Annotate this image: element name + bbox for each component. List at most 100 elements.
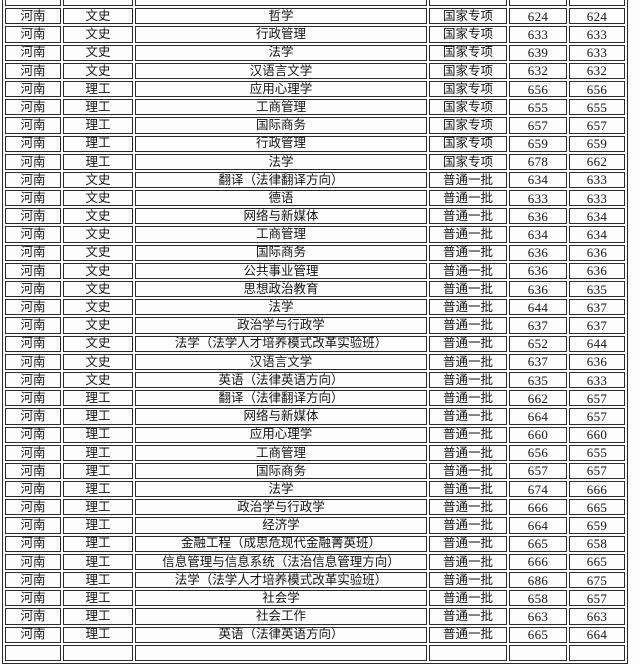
score2-cell: 633 <box>569 371 625 389</box>
province-cell: 河南 <box>5 553 61 570</box>
table-row: 河南 理工 经济学 普通一批 664 659 <box>5 517 625 534</box>
score1-cell: 633 <box>509 190 567 207</box>
score1-cell: 665 <box>509 626 567 643</box>
subject-type-cell: 文史 <box>63 171 133 189</box>
major-cell: 应用心理学 <box>135 426 427 443</box>
province-cell: 河南 <box>5 317 61 334</box>
table-row: 河南 理工 法学 国家专项 678 662 <box>5 153 625 170</box>
major-cell: 公共事业管理 <box>135 262 427 279</box>
table-row: 河南 理工 法学 普通一批 674 666 <box>5 481 625 498</box>
province-cell: 河南 <box>5 408 61 425</box>
score1-cell: 636 <box>509 208 567 225</box>
score1-cell: 656 <box>509 80 567 98</box>
province-cell: 河南 <box>5 44 61 61</box>
score2-cell <box>569 644 625 661</box>
table-row: 河南 文史 工商管理 普通一批 634 634 <box>5 226 625 243</box>
batch-cell <box>429 644 507 661</box>
subject-type-cell: 理工 <box>63 153 133 170</box>
subject-type-cell: 理工 <box>63 626 133 643</box>
score2-cell: 632 <box>569 62 625 79</box>
table-row: 河南 文史 行政管理 国家专项 633 633 <box>5 26 625 43</box>
subject-type-cell: 文史 <box>63 44 133 61</box>
table-row: 河南 理工 金融工程（成思危现代金融菁英班） 普通一批 665 658 <box>5 535 625 552</box>
major-cell: 工商管理 <box>135 99 427 116</box>
major-cell: 德语 <box>135 190 427 207</box>
score2-cell: 633 <box>569 171 625 189</box>
table-row: 河南 理工 法学（法学人才培养模式改革实验班） 普通一批 686 675 <box>5 572 625 589</box>
table-row: 河南 文史 政治学与行政学 普通一批 637 637 <box>5 317 625 334</box>
table-row: 河南 理工 政治学与行政学 普通一批 666 665 <box>5 499 625 516</box>
subject-type-cell: 文史 <box>63 371 133 389</box>
batch-cell <box>429 0 507 7</box>
major-cell: 翻译（法律翻译方向） <box>135 390 427 407</box>
subject-type-cell: 理工 <box>63 426 133 443</box>
subject-type-cell: 文史 <box>63 317 133 334</box>
major-cell: 应用心理学 <box>135 80 427 98</box>
province-cell: 河南 <box>5 517 61 534</box>
province-cell: 河南 <box>5 426 61 443</box>
table-row: 河南 理工 应用心理学 国家专项 656 656 <box>5 80 625 98</box>
score2-cell: 657 <box>569 462 625 480</box>
subject-type-cell: 理工 <box>63 517 133 534</box>
table-row: 河南 文史 汉语言文学 国家专项 632 632 <box>5 62 625 79</box>
table-row: 河南 理工 国际商务 国家专项 657 657 <box>5 117 625 134</box>
batch-cell: 普通一批 <box>429 390 507 407</box>
batch-cell: 普通一批 <box>429 226 507 243</box>
province-cell: 河南 <box>5 335 61 352</box>
score1-cell: 664 <box>509 517 567 534</box>
score2-cell: 659 <box>569 517 625 534</box>
table-row: 河南 文史 汉语言文学 普通一批 637 636 <box>5 353 625 370</box>
score2-cell: 659 <box>569 135 625 152</box>
batch-cell: 普通一批 <box>429 462 507 480</box>
batch-cell: 普通一批 <box>429 371 507 389</box>
score1-cell: 624 <box>509 8 567 25</box>
table-row: 河南 理工 行政管理 国家专项 659 659 <box>5 135 625 152</box>
province-cell: 河南 <box>5 171 61 189</box>
subject-type-cell: 理工 <box>63 535 133 552</box>
score1-cell: 636 <box>509 262 567 279</box>
score2-cell: 657 <box>569 117 625 134</box>
table-row: 河南 文史 翻译（法律翻译方向） 普通一批 634 633 <box>5 171 625 189</box>
subject-type-cell: 文史 <box>63 262 133 279</box>
score1-cell <box>509 0 567 7</box>
score2-cell: 656 <box>569 80 625 98</box>
subject-type-cell: 理工 <box>63 117 133 134</box>
major-cell: 法学 <box>135 44 427 61</box>
score2-cell: 660 <box>569 426 625 443</box>
score1-cell: 634 <box>509 171 567 189</box>
batch-cell: 普通一批 <box>429 408 507 425</box>
score1-cell: 664 <box>509 408 567 425</box>
province-cell <box>5 644 61 661</box>
score1-cell: 659 <box>509 135 567 152</box>
major-cell: 行政管理 <box>135 135 427 152</box>
batch-cell: 普通一批 <box>429 244 507 261</box>
major-cell: 英语（法律英语方向） <box>135 371 427 389</box>
major-cell: 国际商务 <box>135 244 427 261</box>
province-cell: 河南 <box>5 353 61 370</box>
batch-cell: 普通一批 <box>429 626 507 643</box>
score2-cell: 635 <box>569 281 625 298</box>
score1-cell: 660 <box>509 426 567 443</box>
table-row: 河南 文史 国际商务 普通一批 636 636 <box>5 244 625 261</box>
subject-type-cell: 理工 <box>63 408 133 425</box>
subject-type-cell <box>63 644 133 661</box>
score1-cell: 632 <box>509 62 567 79</box>
subject-type-cell: 文史 <box>63 190 133 207</box>
major-cell: 法学 <box>135 153 427 170</box>
province-cell: 河南 <box>5 190 61 207</box>
province-cell: 河南 <box>5 80 61 98</box>
score1-cell: 666 <box>509 553 567 570</box>
batch-cell: 普通一批 <box>429 171 507 189</box>
batch-cell: 国家专项 <box>429 135 507 152</box>
score2-cell: 663 <box>569 608 625 625</box>
province-cell: 河南 <box>5 535 61 552</box>
batch-cell: 普通一批 <box>429 262 507 279</box>
score1-cell: 635 <box>509 371 567 389</box>
score2-cell: 633 <box>569 190 625 207</box>
batch-cell: 普通一批 <box>429 426 507 443</box>
major-cell: 国际商务 <box>135 462 427 480</box>
table-row: 河南 理工 网络与新媒体 普通一批 664 657 <box>5 408 625 425</box>
major-cell: 法学（法学人才培养模式改革实验班） <box>135 572 427 589</box>
subject-type-cell: 文史 <box>63 244 133 261</box>
batch-cell: 普通一批 <box>429 208 507 225</box>
